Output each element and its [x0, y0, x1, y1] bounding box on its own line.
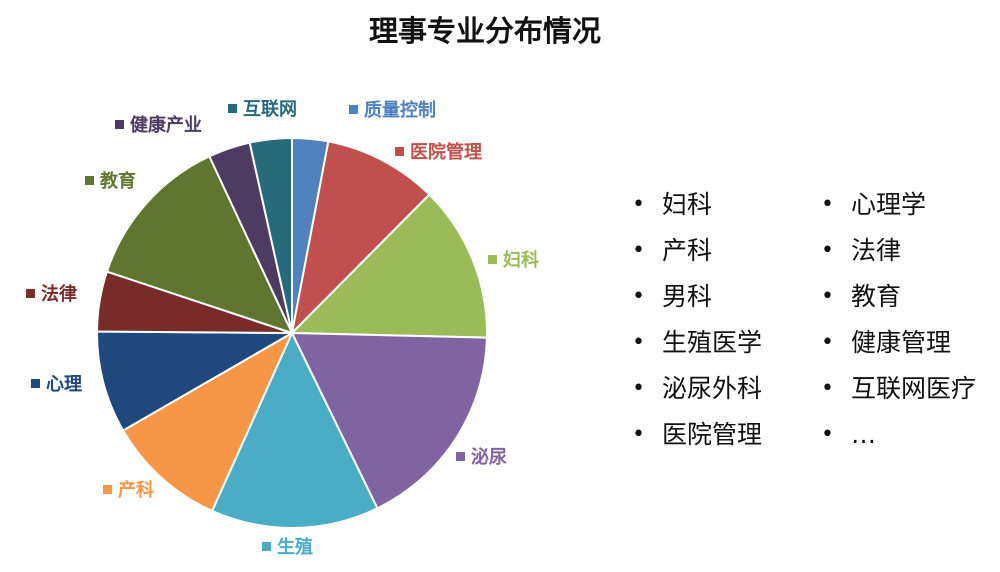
legend-swatch: [262, 542, 271, 551]
bullet-text: 生殖医学: [662, 328, 763, 357]
pie-label-8: 教育: [85, 170, 136, 192]
bullet-item: • 教育: [821, 274, 976, 320]
pie-label-text: 心理: [46, 374, 82, 395]
pie-label-0: 质量控制: [349, 99, 436, 121]
pie-slice-3: [290, 331, 488, 510]
pie-label-text: 健康产业: [130, 114, 202, 136]
pie-slice-8: [105, 155, 294, 335]
bullet-list-right: • 心理学 • 法律 • 教育 • 健康管理 • 互联网医疗 •…: [821, 182, 976, 458]
bullet-item: • 泌尿外科: [632, 366, 762, 412]
pie-slice-10: [248, 136, 293, 334]
bullet-dot-icon: •: [821, 238, 834, 263]
bullet-dot-icon: •: [821, 330, 834, 355]
pie-label-3: 泌尿: [456, 446, 507, 468]
bullet-item: •…: [821, 412, 976, 458]
bullet-dot-icon: •: [821, 422, 834, 447]
pie-label-6: 心理: [31, 374, 82, 395]
legend-swatch: [26, 289, 35, 298]
legend-swatch: [456, 452, 465, 461]
pie-slice-2: [289, 193, 488, 339]
bullet-text: …: [851, 420, 876, 449]
bullet-text: 互联网医疗: [851, 374, 977, 403]
legend-swatch: [85, 176, 94, 185]
pie-slice-1: [290, 140, 431, 337]
bullet-text: 法律: [851, 236, 902, 265]
bullet-dot-icon: •: [632, 238, 645, 263]
bullet-dot-icon: •: [632, 376, 645, 401]
pie-label-10: 互联网: [228, 99, 297, 120]
bullet-item: • 心理学: [821, 182, 976, 228]
legend-swatch: [115, 120, 124, 129]
bullet-text: 健康管理: [851, 328, 952, 357]
bullet-text: 医院管理: [662, 420, 763, 449]
bullet-text: 教育: [851, 282, 902, 311]
pie-label-text: 泌尿: [471, 446, 507, 468]
bullet-text: 泌尿外科: [662, 374, 763, 403]
legend-swatch: [395, 147, 404, 156]
bullet-item: • 医院管理: [632, 412, 762, 458]
pie-label-text: 生殖: [277, 536, 313, 558]
pie-label-text: 互联网: [243, 99, 297, 120]
pie-label-1: 医院管理: [395, 141, 482, 163]
bullet-dot-icon: •: [632, 284, 645, 309]
bullet-text: 妇科: [662, 190, 713, 219]
chart-title: 理事专业分布情况: [368, 14, 601, 48]
pie-slice-6: [96, 330, 296, 432]
pie-label-text: 妇科: [503, 249, 539, 271]
bullet-item: • 互联网医疗: [821, 366, 976, 412]
bullet-dot-icon: •: [632, 422, 645, 447]
bullet-text: 心理学: [851, 190, 927, 219]
bullet-dot-icon: •: [821, 376, 834, 401]
pie-label-7: 法律: [26, 283, 77, 305]
legend-swatch: [488, 255, 497, 264]
bullet-dot-icon: •: [821, 284, 834, 309]
bullet-item: • 法律: [821, 228, 976, 274]
bullet-item: • 健康管理: [821, 320, 976, 366]
bullet-item: • 男科: [632, 274, 762, 320]
bullet-text: 男科: [662, 282, 713, 311]
pie-label-text: 医院管理: [410, 141, 482, 163]
legend-swatch: [31, 379, 40, 388]
legend-swatch: [228, 104, 237, 113]
bullet-item: • 妇科: [632, 182, 762, 228]
legend-swatch: [103, 485, 112, 494]
pie-label-text: 产科: [118, 479, 154, 501]
bullet-text: 产科: [662, 236, 713, 265]
pie-label-2: 妇科: [488, 249, 539, 271]
pie-label-text: 法律: [41, 283, 77, 305]
pie-slice-4: [210, 330, 379, 529]
pie-label-text: 质量控制: [364, 99, 436, 121]
pie-label-9: 健康产业: [115, 114, 202, 136]
bullet-dot-icon: •: [821, 192, 834, 217]
pie-slice-5: [121, 330, 295, 513]
pie-label-4: 生殖: [262, 536, 313, 558]
bullet-dot-icon: •: [632, 330, 645, 355]
bullet-dot-icon: •: [632, 192, 645, 217]
legend-swatch: [349, 105, 358, 114]
pie-label-5: 产科: [103, 479, 154, 501]
bullet-item: • 产科: [632, 228, 762, 274]
bullet-list-left: • 妇科 • 产科 • 男科 • 生殖医学 • 泌尿外科 • 医院管理: [632, 182, 762, 458]
pie-label-text: 教育: [100, 170, 136, 192]
bullet-item: • 生殖医学: [632, 320, 762, 366]
